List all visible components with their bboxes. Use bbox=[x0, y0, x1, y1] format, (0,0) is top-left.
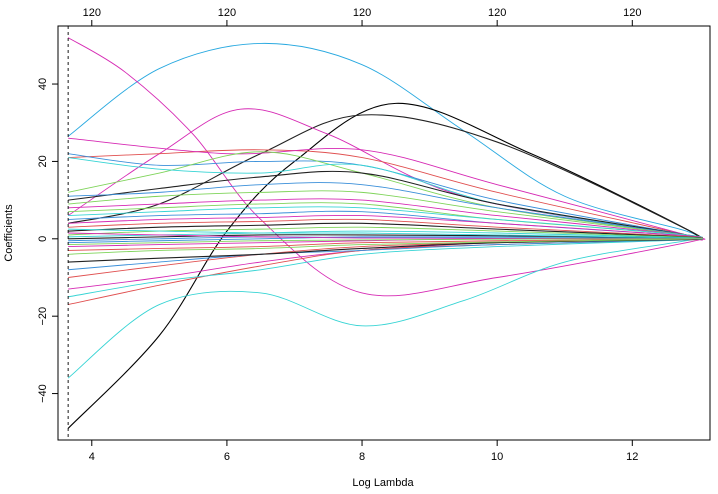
x-tick-label-12: 12 bbox=[626, 451, 638, 463]
series-line-33 bbox=[68, 238, 703, 255]
plot-frame bbox=[57, 25, 711, 441]
y-tick-label--20: −20 bbox=[37, 307, 49, 326]
series-line-23 bbox=[68, 206, 703, 240]
x-tick-label-8: 8 bbox=[359, 451, 365, 463]
series-line-17 bbox=[68, 238, 703, 290]
series-line-14 bbox=[68, 190, 703, 240]
series-line-2 bbox=[67, 37, 703, 297]
top-tick-label-5: 120 bbox=[623, 7, 641, 19]
series-line-7 bbox=[68, 149, 703, 240]
top-tick-label-3: 120 bbox=[353, 7, 371, 19]
series-line-19 bbox=[68, 238, 703, 298]
series-line-6 bbox=[67, 237, 699, 379]
x-tick-label-4: 4 bbox=[89, 451, 95, 463]
x-axis-title: Log Lambda bbox=[352, 477, 414, 489]
y-tick-label-0: 0 bbox=[37, 236, 49, 242]
series-line-25 bbox=[68, 214, 703, 240]
series-line-35 bbox=[68, 228, 703, 240]
y-axis-title: Coefficients bbox=[3, 204, 15, 262]
series-line-27 bbox=[68, 222, 704, 240]
series-line-38 bbox=[68, 238, 703, 246]
y-tick-label-20: 20 bbox=[37, 155, 49, 167]
series-line-26 bbox=[68, 218, 703, 240]
top-tick-label-1: 120 bbox=[83, 7, 101, 19]
top-tick-label-2: 120 bbox=[218, 7, 236, 19]
series-line-1 bbox=[67, 42, 699, 240]
y-tick-label--40: −40 bbox=[37, 384, 49, 403]
x-tick-label-6: 6 bbox=[224, 451, 230, 463]
series-line-13 bbox=[68, 182, 703, 240]
y-tick-label-40: 40 bbox=[37, 78, 49, 90]
x-tick-label-10: 10 bbox=[491, 451, 503, 463]
top-tick-label-4: 120 bbox=[488, 7, 506, 19]
series-line-3 bbox=[67, 102, 701, 429]
series-group bbox=[67, 37, 706, 429]
series-line-4 bbox=[68, 114, 703, 240]
